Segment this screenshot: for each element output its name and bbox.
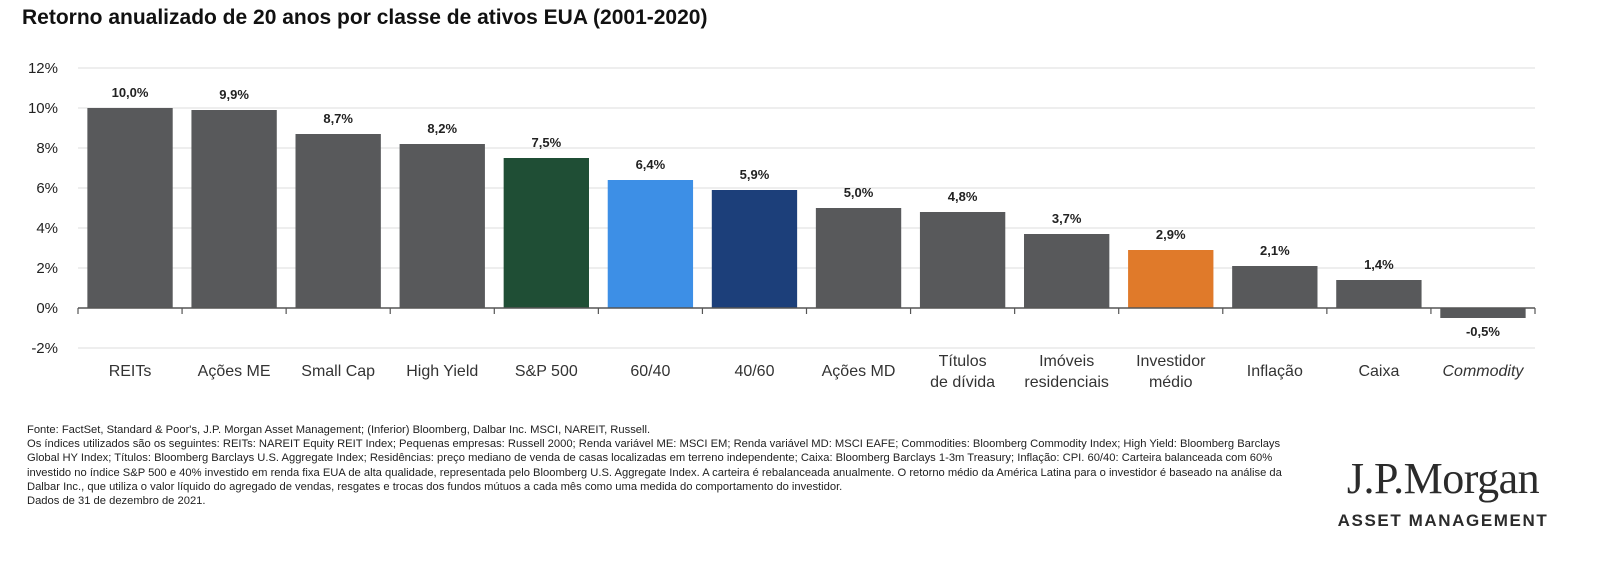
x-tick-label: REITs xyxy=(109,363,152,380)
x-tick-label: S&P 500 xyxy=(515,363,578,380)
data-label: 8,2% xyxy=(427,121,457,136)
bar xyxy=(1128,250,1214,308)
category-labels: REITs Ações ME Small Cap High Yield S&P 500 6… xyxy=(109,353,1525,391)
x-tick-label: Commodity xyxy=(1443,363,1525,380)
data-label: 4,8% xyxy=(948,189,978,204)
bar xyxy=(295,134,381,308)
bar xyxy=(87,108,173,308)
data-label: 3,7% xyxy=(1052,211,1082,226)
bar-chart: -2% 0% 2% 4% 6% 8% 10% 12% 10,0% 9,9% 8,7% 8,2% 7,5… xyxy=(28,60,1536,391)
x-axis xyxy=(77,307,1536,314)
bar xyxy=(1336,280,1422,308)
jpmorgan-logo: J.P.Morgan ASSET MANAGEMENT xyxy=(1318,455,1568,531)
bar xyxy=(1232,266,1318,308)
chart-title: Retorno anualizado de 20 anos por classe… xyxy=(22,6,708,29)
bar xyxy=(815,208,902,308)
data-label: 1,4% xyxy=(1364,257,1394,272)
x-tick-label: Caixa xyxy=(1358,363,1399,380)
data-label: 7,5% xyxy=(532,135,562,150)
gridlines xyxy=(78,67,1535,349)
x-tick-label: Inflação xyxy=(1247,363,1303,380)
bar xyxy=(1440,308,1526,318)
bar xyxy=(503,158,589,308)
x-tick-label: 40/60 xyxy=(734,363,774,380)
data-label: 5,0% xyxy=(844,185,874,200)
y-tick-label: 0% xyxy=(36,300,58,317)
data-label: 2,9% xyxy=(1156,227,1186,242)
bars xyxy=(87,108,1526,318)
x-tick-label: Títulos de dívida xyxy=(930,353,995,391)
bar xyxy=(919,212,1006,308)
x-tick-label: High Yield xyxy=(406,363,478,380)
footnote-date: Dados de 31 de dezembro de 2021. xyxy=(27,495,206,508)
data-label: -0,5% xyxy=(1466,324,1500,339)
y-tick-label: 4% xyxy=(36,220,58,237)
data-labels: 10,0% 9,9% 8,7% 8,2% 7,5% 6,4% 5,9% 5,0% 4,8% 3,7… xyxy=(112,85,1501,339)
bar xyxy=(607,180,694,308)
x-tick-label: Investidor médio xyxy=(1136,353,1206,391)
data-label: 6,4% xyxy=(636,157,666,172)
y-tick-label: 6% xyxy=(36,180,58,197)
y-tick-label: 2% xyxy=(36,260,58,277)
y-tick-label: 8% xyxy=(36,140,58,157)
y-tick-label: 12% xyxy=(28,60,58,77)
logo-name: J.P.Morgan xyxy=(1346,454,1540,503)
x-tick-label: 60/40 xyxy=(630,363,670,380)
x-tick-label: Small Cap xyxy=(301,363,375,380)
data-label: 10,0% xyxy=(112,85,149,100)
bar xyxy=(711,190,798,308)
footnote-source: Fonte: FactSet, Standard & Poor's, J.P. … xyxy=(27,424,651,436)
x-tick-label: Ações MD xyxy=(822,363,896,380)
data-label: 2,1% xyxy=(1260,243,1290,258)
y-tick-label: -2% xyxy=(31,340,58,357)
x-tick-label: Imóveis residenciais xyxy=(1024,353,1108,391)
data-label: 5,9% xyxy=(740,167,770,182)
data-label: 8,7% xyxy=(323,111,353,126)
bar xyxy=(191,110,277,308)
footnote-indices: Os índices utilizados são os seguintes: … xyxy=(27,438,1282,493)
y-axis: -2% 0% 2% 4% 6% 8% 10% 12% xyxy=(28,60,58,357)
data-label: 9,9% xyxy=(219,87,249,102)
y-tick-label: 10% xyxy=(28,100,58,117)
logo-subtitle: ASSET MANAGEMENT xyxy=(1337,511,1549,530)
footnotes: Fonte: FactSet, Standard & Poor's, J.P. … xyxy=(27,423,1292,508)
bar xyxy=(1024,234,1110,308)
x-tick-label: Ações ME xyxy=(198,363,271,380)
bar xyxy=(399,144,485,308)
